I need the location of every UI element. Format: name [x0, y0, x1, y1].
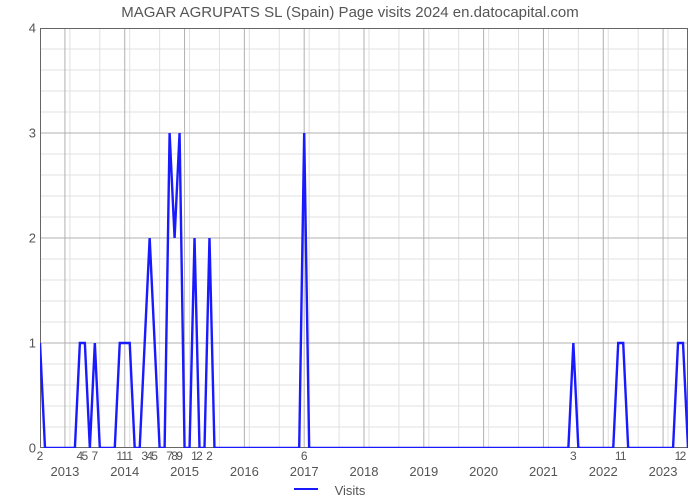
- xtick-year-label: 2013: [50, 464, 79, 479]
- xtick-value-label: 6: [301, 449, 308, 463]
- ytick-label: 4: [6, 21, 36, 36]
- ytick-label: 3: [6, 126, 36, 141]
- xtick-value-label: 5: [151, 449, 158, 463]
- ytick-label: 2: [6, 231, 36, 246]
- xtick-year-label: 2015: [170, 464, 199, 479]
- ytick-label: 0: [6, 441, 36, 456]
- xtick-value-label: 2: [196, 449, 203, 463]
- plot-area: [40, 28, 688, 448]
- xtick-year-label: 2023: [649, 464, 678, 479]
- xtick-value-label: 9: [176, 449, 183, 463]
- xtick-year-label: 2016: [230, 464, 259, 479]
- xtick-value-label: 2: [37, 449, 44, 463]
- xtick-year-label: 2014: [110, 464, 139, 479]
- x-axis-label: Visits: [0, 483, 700, 498]
- xtick-value-label: 2: [680, 449, 687, 463]
- xtick-year-label: 2022: [589, 464, 618, 479]
- xtick-year-label: 2019: [409, 464, 438, 479]
- xtick-value-label: 2: [206, 449, 213, 463]
- chart-container: MAGAR AGRUPATS SL (Spain) Page visits 20…: [0, 0, 700, 500]
- xtick-value-label: 7: [91, 449, 98, 463]
- chart-title: MAGAR AGRUPATS SL (Spain) Page visits 20…: [0, 4, 700, 21]
- xtick-value-label: 5: [82, 449, 89, 463]
- ytick-label: 1: [6, 336, 36, 351]
- chart-svg: [40, 28, 688, 448]
- x-axis-label-text: Visits: [335, 483, 366, 498]
- xtick-year-label: 2018: [350, 464, 379, 479]
- xtick-value-label: 1: [620, 449, 627, 463]
- xtick-year-label: 2021: [529, 464, 558, 479]
- legend-line: [294, 488, 318, 490]
- xtick-value-label: 1: [126, 449, 133, 463]
- xtick-year-label: 2017: [290, 464, 319, 479]
- xtick-year-label: 2020: [469, 464, 498, 479]
- xtick-value-label: 3: [570, 449, 577, 463]
